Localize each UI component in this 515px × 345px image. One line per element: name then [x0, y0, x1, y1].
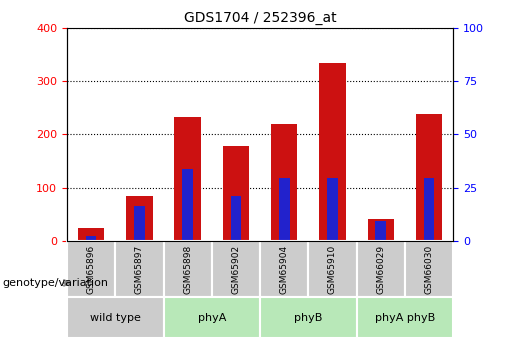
Bar	[86, 236, 96, 241]
Bar	[319, 63, 346, 241]
Bar	[279, 178, 289, 241]
Text: phyB: phyB	[294, 313, 322, 323]
FancyBboxPatch shape	[115, 241, 163, 297]
Bar	[271, 124, 298, 241]
Text: GSM65896: GSM65896	[87, 245, 96, 294]
FancyBboxPatch shape	[405, 241, 453, 297]
Bar	[175, 117, 201, 241]
Bar	[424, 178, 434, 241]
Text: GSM65897: GSM65897	[135, 245, 144, 294]
FancyBboxPatch shape	[67, 297, 163, 338]
FancyBboxPatch shape	[356, 297, 453, 338]
FancyBboxPatch shape	[260, 241, 308, 297]
Text: phyA phyB: phyA phyB	[375, 313, 435, 323]
Text: GSM66029: GSM66029	[376, 245, 385, 294]
Bar	[222, 146, 249, 241]
Text: GSM65910: GSM65910	[328, 245, 337, 294]
Bar	[327, 178, 338, 241]
Bar	[78, 228, 105, 241]
Text: phyA: phyA	[198, 313, 226, 323]
Bar	[416, 114, 442, 241]
FancyBboxPatch shape	[163, 241, 212, 297]
Bar	[375, 221, 386, 241]
Bar	[182, 169, 193, 241]
FancyBboxPatch shape	[260, 297, 356, 338]
FancyBboxPatch shape	[356, 241, 405, 297]
FancyBboxPatch shape	[308, 241, 356, 297]
FancyBboxPatch shape	[163, 297, 260, 338]
Text: GSM65902: GSM65902	[231, 245, 241, 294]
Bar	[368, 219, 394, 241]
Text: genotype/variation: genotype/variation	[3, 278, 109, 288]
Bar	[231, 196, 241, 241]
Bar	[134, 206, 145, 241]
FancyBboxPatch shape	[67, 241, 115, 297]
Text: wild type: wild type	[90, 313, 141, 323]
FancyBboxPatch shape	[212, 241, 260, 297]
Bar	[126, 196, 152, 241]
Text: GSM65898: GSM65898	[183, 245, 192, 294]
Text: GSM65904: GSM65904	[280, 245, 289, 294]
Text: GSM66030: GSM66030	[424, 245, 434, 294]
Title: GDS1704 / 252396_at: GDS1704 / 252396_at	[184, 11, 336, 25]
